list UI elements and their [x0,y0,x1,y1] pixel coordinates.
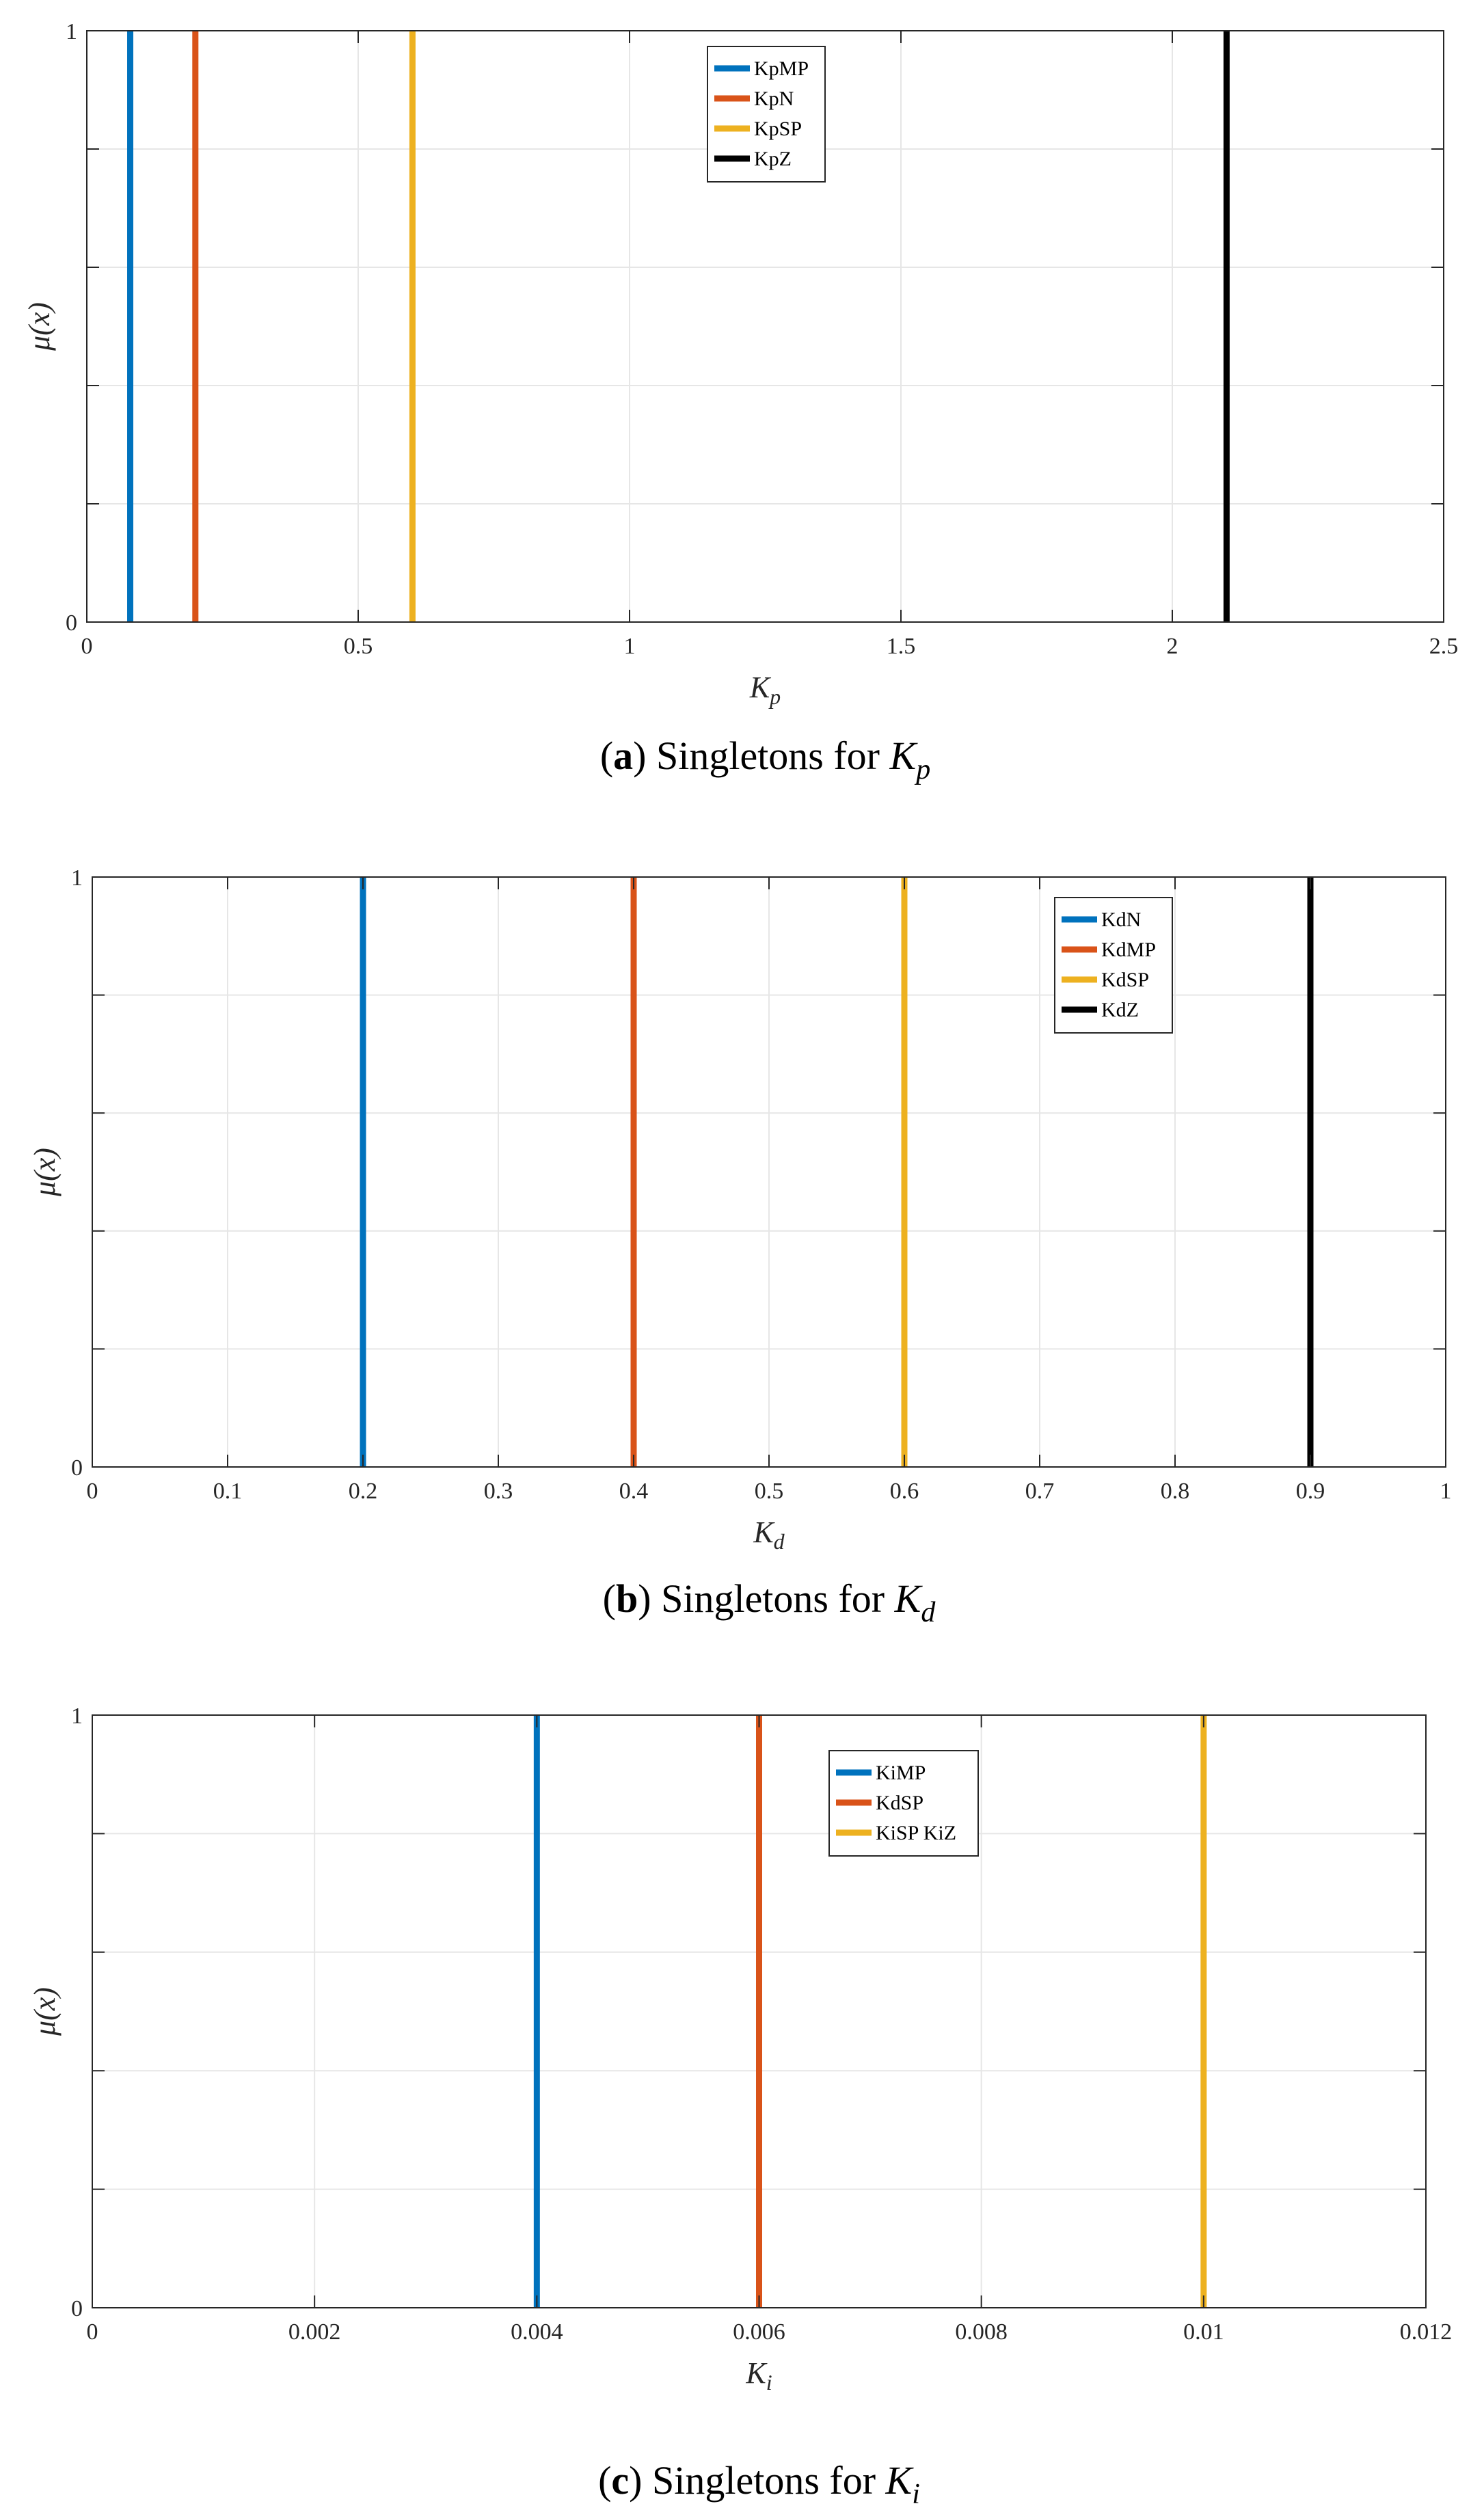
legend-label: KiSP KiZ [876,1822,956,1844]
y-tick-label: 0 [71,1455,83,1481]
legend-label: KpMP [754,57,809,80]
x-tick-label: 0 [81,634,93,659]
x-tick-label: 0.7 [1025,1479,1055,1504]
x-tick-label: 1 [1440,1479,1452,1504]
legend-label: KdMP [1101,939,1156,961]
y-tick-label: 1 [71,865,83,891]
x-tick-label: 0.004 [511,2319,563,2345]
x-tick-label: 0.8 [1161,1479,1190,1504]
x-tick-label: 0.012 [1400,2319,1453,2345]
legend-label: KdSP [876,1792,923,1814]
x-tick-label: 0.6 [890,1479,919,1504]
x-tick-label: 0.5 [344,634,373,659]
y-tick-label: 0 [66,610,77,636]
x-tick-label: 0.2 [349,1479,378,1504]
x-tick-label: 0.008 [955,2319,1008,2345]
x-tick-label: 2 [1167,634,1178,659]
chart-panel-c: 0 0.002 0.004 0.006 0.008 0.01 0.012 0 1 Ki μ(x) Ki… [28,1703,1452,2506]
x-tick-label: 0.9 [1296,1479,1325,1504]
x-tick-label: 0.4 [619,1479,649,1504]
legend-label: KdZ [1101,999,1139,1021]
x-tick-label: 0.1 [213,1479,243,1504]
y-axis-label: μ(x) [23,302,56,351]
legend-label: KiMP [876,1762,926,1784]
y-axis-label: μ(x) [28,1987,62,2036]
x-tick-label: 0 [87,1479,98,1504]
legend-label: KpSP [754,118,802,140]
x-tick-label: 0.5 [755,1479,784,1504]
legend-label: KpN [754,87,794,110]
x-tick-label: 1 [624,634,636,659]
legend-label: KdN [1101,908,1141,931]
y-axis-label: μ(x) [28,1148,62,1197]
x-tick-label: 2.5 [1429,634,1459,659]
x-tick-label: 0.006 [733,2319,785,2345]
x-tick-label: 1.5 [887,634,916,659]
x-axis-label: Ki [745,2356,772,2395]
x-axis-label: Kd [753,1515,785,1554]
y-tick-label: 0 [71,2296,83,2321]
panel-caption: (a) Singletons for Kp [600,733,930,785]
panel-caption: (c) Singletons for Ki [598,2458,920,2506]
axes-box [86,30,1444,623]
panel-caption: (b) Singletons for Kd [603,1576,936,1628]
y-tick-label: 1 [71,1703,83,1729]
chart-panel-b: 0 0.1 0.2 0.3 0.4 0.5 0.6 0.7 0.8 0.9 1 0 1 Kd μ(x) KdN… [28,865,1452,1628]
x-tick-label: 0 [87,2319,98,2345]
y-tick-label: 1 [66,19,77,44]
legend-label: KdSP [1101,969,1149,991]
x-tick-label: 0.3 [484,1479,513,1504]
x-tick-label: 0.01 [1183,2319,1224,2345]
legend: KpMP KpN KpSP KpZ [707,46,826,183]
legend: KdN KdMP KdSP KdZ [1054,897,1173,1034]
legend-label: KpZ [754,148,792,170]
legend: KiMP KdSP KiSP KiZ [828,1750,979,1857]
chart-panel-a: 0 0.5 1 1.5 2 2.5 0 1 Kp μ(x) KpMP KpN KpSP KpZ (a) Si… [23,19,1458,785]
x-axis-label: Kp [749,671,781,709]
x-tick-label: 0.002 [288,2319,341,2345]
